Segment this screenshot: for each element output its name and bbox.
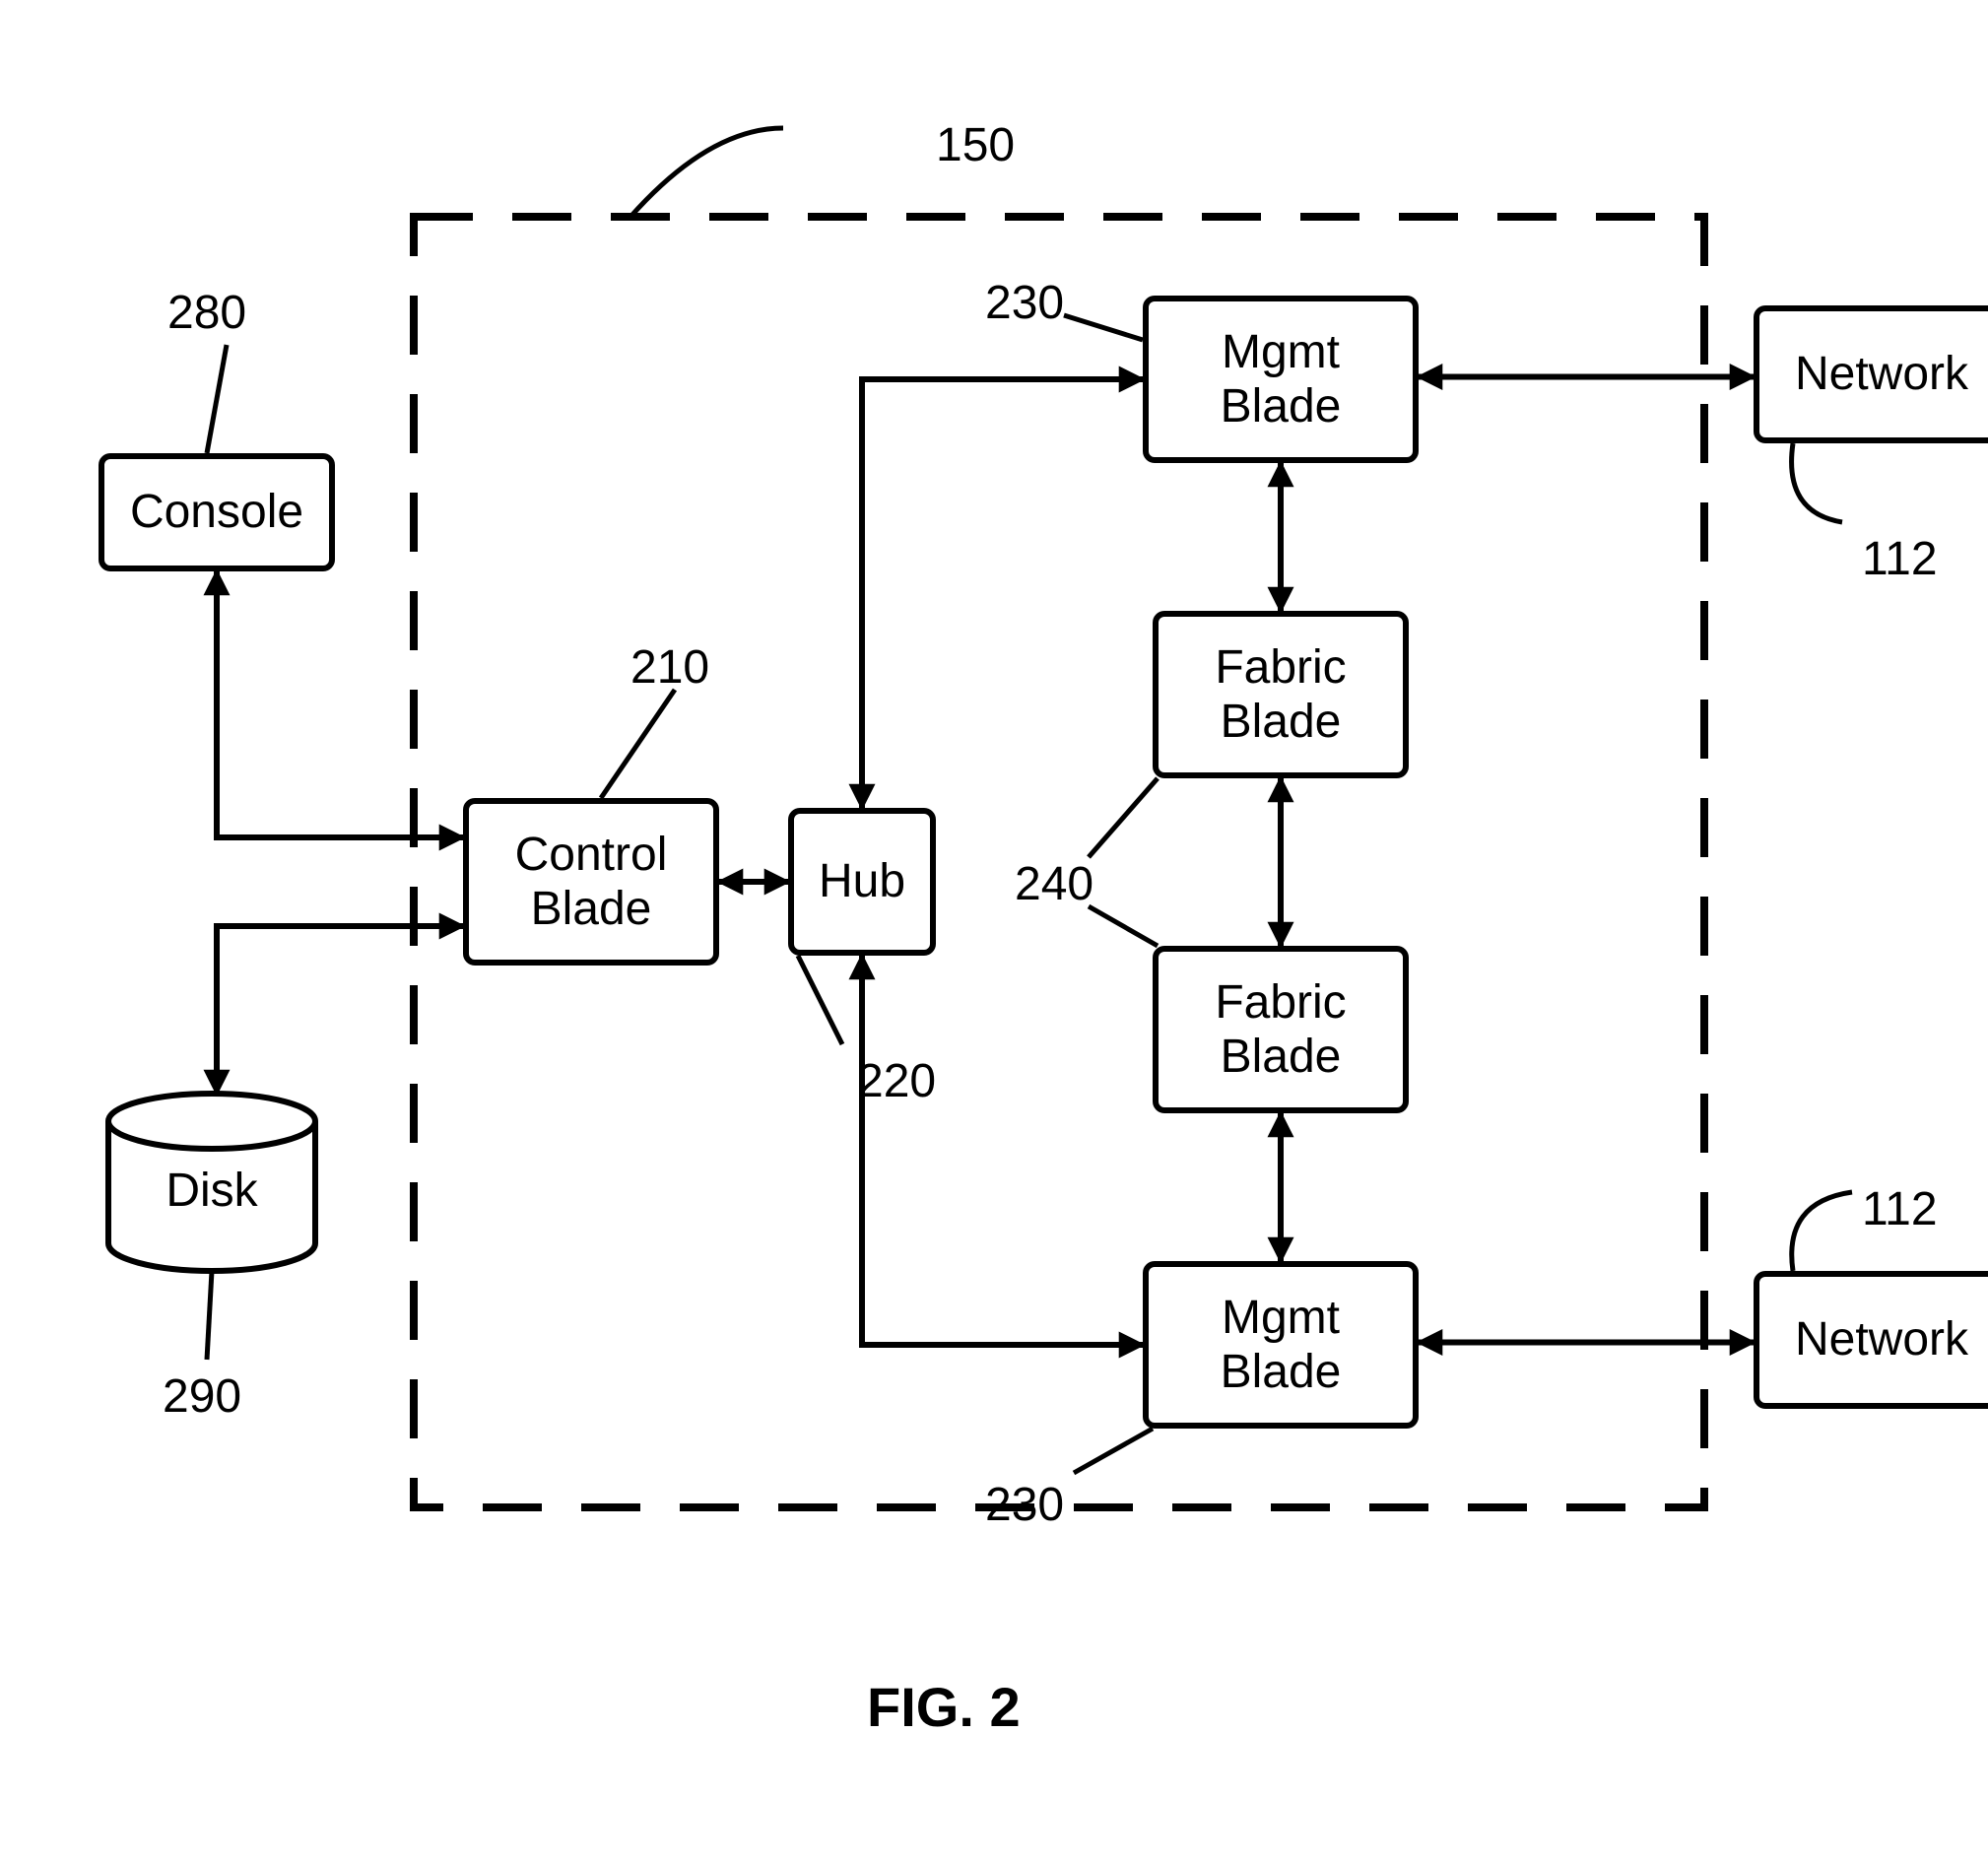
diagram-canvas: Console Disk Control Blade Hub Mgmt Blade Fab… [0, 0, 1988, 1866]
node-mgmt1: Mgmt Blade [1143, 296, 1419, 463]
node-label-mgmt1: Mgmt Blade [1221, 325, 1342, 433]
node-label-disk: Disk [108, 1164, 315, 1218]
node-mgmt2: Mgmt Blade [1143, 1261, 1419, 1429]
node-label-mgmt2: Mgmt Blade [1221, 1291, 1342, 1399]
ref-diagram.nodes.hub.ref: 220 [857, 1054, 936, 1108]
node-network2: Network [1754, 1271, 1988, 1409]
ref-diagram.nodes.control.ref: 210 [630, 640, 709, 695]
ref-leader [1792, 1192, 1852, 1271]
ref-diagram.nodes.disk.ref: 290 [163, 1369, 241, 1424]
ref-diagram.nodes.console.ref: 280 [167, 286, 246, 340]
node-label-fabric2: Fabric Blade [1215, 975, 1346, 1084]
ref-leader [207, 345, 227, 453]
node-label-hub: Hub [819, 854, 905, 908]
ref-leader [798, 956, 842, 1044]
ref-leader [1792, 443, 1842, 522]
ref-leader [601, 690, 675, 798]
node-label-network1: Network [1795, 347, 1968, 401]
ref-diagram.nodes.fabric1.ref: 240 [1015, 857, 1093, 911]
figure-caption: FIG. 2 [867, 1675, 1021, 1739]
node-control: Control Blade [463, 798, 719, 966]
node-label-control: Control Blade [515, 828, 668, 936]
node-hub: Hub [788, 808, 936, 956]
node-fabric1: Fabric Blade [1153, 611, 1409, 778]
node-label-fabric1: Fabric Blade [1215, 640, 1346, 749]
ref-leader [207, 1271, 212, 1360]
node-console: Console [99, 453, 335, 571]
ref-diagram.nodes.mgmt2.ref: 230 [985, 1478, 1064, 1532]
ref-diagram.nodes.network1.ref: 112 [1862, 532, 1938, 586]
ref-leader [1074, 1429, 1153, 1473]
ref-leader [1089, 778, 1158, 857]
ref-diagram.nodes.mgmt1.ref: 230 [985, 276, 1064, 330]
ref-leader [1064, 315, 1143, 340]
node-fabric2: Fabric Blade [1153, 946, 1409, 1113]
ref-diagram.boundary.ref: 150 [936, 118, 1015, 172]
node-network1: Network [1754, 305, 1988, 443]
ref-leader [1089, 906, 1158, 946]
node-label-console: Console [130, 485, 303, 539]
node-label-network2: Network [1795, 1312, 1968, 1366]
ref-diagram.nodes.network2.ref: 112 [1862, 1182, 1938, 1236]
ref-leader [630, 128, 783, 217]
